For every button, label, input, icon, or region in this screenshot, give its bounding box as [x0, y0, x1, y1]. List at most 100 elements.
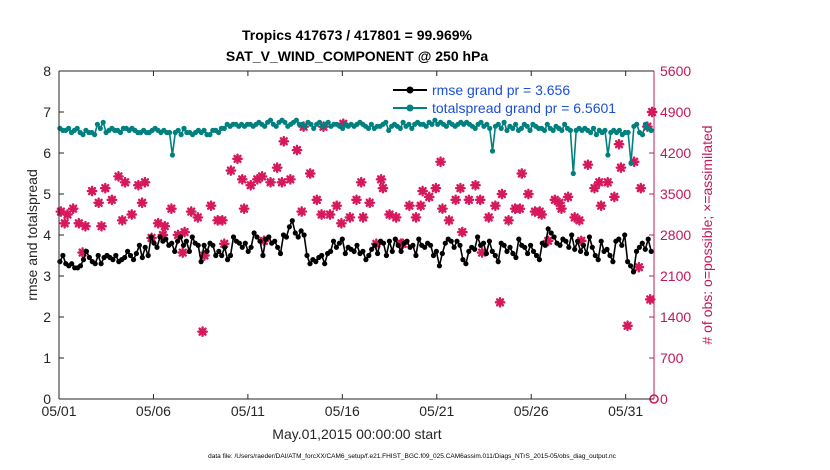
totalspread-point	[207, 132, 213, 138]
rmse-point	[151, 240, 157, 246]
rmse-point	[616, 236, 622, 242]
totalspread-point	[495, 121, 501, 127]
obs-marker	[595, 200, 607, 212]
totalspread-point	[397, 125, 403, 131]
rmse-point	[198, 259, 204, 265]
x-tick-label: 05/31	[608, 403, 643, 419]
obs-marker	[80, 220, 91, 232]
totalspread-point	[443, 123, 449, 129]
obs-marker	[522, 188, 534, 200]
obs-marker	[139, 176, 151, 188]
totalspread-point	[365, 125, 372, 131]
rmse-point	[504, 248, 510, 254]
obs-marker	[238, 203, 250, 215]
obs-marker	[435, 156, 446, 168]
rmse-point	[254, 234, 260, 240]
obs-marker	[344, 212, 356, 223]
obs-marker	[197, 326, 208, 338]
obs-marker	[256, 171, 268, 182]
obs-marker	[602, 176, 614, 188]
rmse-point	[528, 242, 534, 248]
rmse-point	[492, 252, 498, 259]
obs-marker	[177, 247, 189, 258]
rmse-point	[136, 242, 142, 248]
rmse-point	[463, 261, 469, 267]
obs-marker	[554, 197, 565, 209]
rmse-point	[383, 252, 389, 259]
x-tick-label: 05/26	[514, 403, 549, 419]
rmse-point	[98, 261, 104, 267]
rmse-point	[322, 261, 328, 267]
totalspread-point	[221, 125, 227, 131]
rmse-point	[386, 238, 392, 244]
obs-marker	[503, 214, 514, 226]
rmse-point	[642, 246, 648, 252]
obs-marker	[351, 194, 362, 206]
obs-marker	[377, 182, 389, 194]
totalspread-point	[432, 117, 438, 123]
rmse-point	[295, 234, 301, 240]
rmse-point	[460, 257, 466, 263]
obs-marker	[99, 182, 111, 194]
rmse-point	[480, 240, 487, 246]
rmse-point	[604, 246, 610, 252]
totalspread-point	[423, 123, 429, 129]
y-left-tick-label: 1	[43, 350, 51, 366]
totalspread-point	[273, 123, 279, 129]
rmse-point	[148, 234, 154, 240]
rmse-point	[95, 252, 101, 259]
rmse-point	[366, 252, 372, 259]
totalspread-point	[100, 119, 106, 125]
y-right-tick-label: 4900	[660, 104, 691, 120]
rmse-point	[369, 246, 375, 252]
rmse-point	[442, 240, 448, 246]
rmse-point	[448, 238, 454, 244]
rmse-point	[639, 240, 645, 246]
totalspread-markers	[57, 117, 654, 177]
totalspread-point	[501, 119, 507, 125]
obs-marker	[278, 135, 290, 147]
y-left-tick-label: 8	[43, 63, 51, 79]
obs-count-markers	[55, 106, 659, 404]
rmse-point	[260, 252, 266, 259]
obs-marker	[324, 209, 336, 220]
obs-marker	[271, 162, 283, 174]
obs-marker	[410, 212, 422, 223]
rmse-point	[177, 234, 184, 240]
totalspread-point	[262, 123, 268, 129]
totalspread-point	[80, 132, 86, 138]
rmse-point	[83, 248, 89, 254]
y-right-tick-label: 4200	[660, 145, 691, 161]
rmse-point	[242, 240, 248, 246]
obs-marker	[463, 194, 475, 206]
obs-marker	[608, 191, 620, 203]
obs-marker	[474, 194, 486, 206]
obs-marker	[582, 159, 594, 171]
totalspread-point	[590, 125, 597, 131]
totalspread-point	[541, 127, 548, 133]
obs-marker	[622, 320, 633, 332]
totalspread-point	[498, 125, 504, 131]
totalspread-point	[484, 121, 490, 127]
obs-marker	[562, 191, 574, 203]
rmse-point	[213, 252, 219, 259]
totalspread-point	[559, 127, 565, 133]
rmse-point	[139, 254, 145, 261]
rmse-point	[257, 238, 263, 244]
rmse-point	[289, 218, 295, 224]
totalspread-point	[302, 123, 308, 129]
rmse-point	[513, 254, 519, 261]
rmse-point	[636, 244, 643, 250]
rmse-point	[495, 259, 501, 265]
rmse-point	[607, 252, 613, 259]
rmse-point	[354, 242, 360, 248]
rmse-point	[466, 248, 472, 254]
rmse-point	[404, 238, 410, 244]
obs-marker	[106, 194, 118, 206]
obs-marker	[534, 206, 546, 217]
totalspread-point	[634, 121, 640, 127]
rmse-point	[583, 250, 590, 257]
rmse-point	[545, 226, 551, 232]
rmse-point	[186, 248, 192, 254]
totalspread-point	[325, 119, 331, 125]
